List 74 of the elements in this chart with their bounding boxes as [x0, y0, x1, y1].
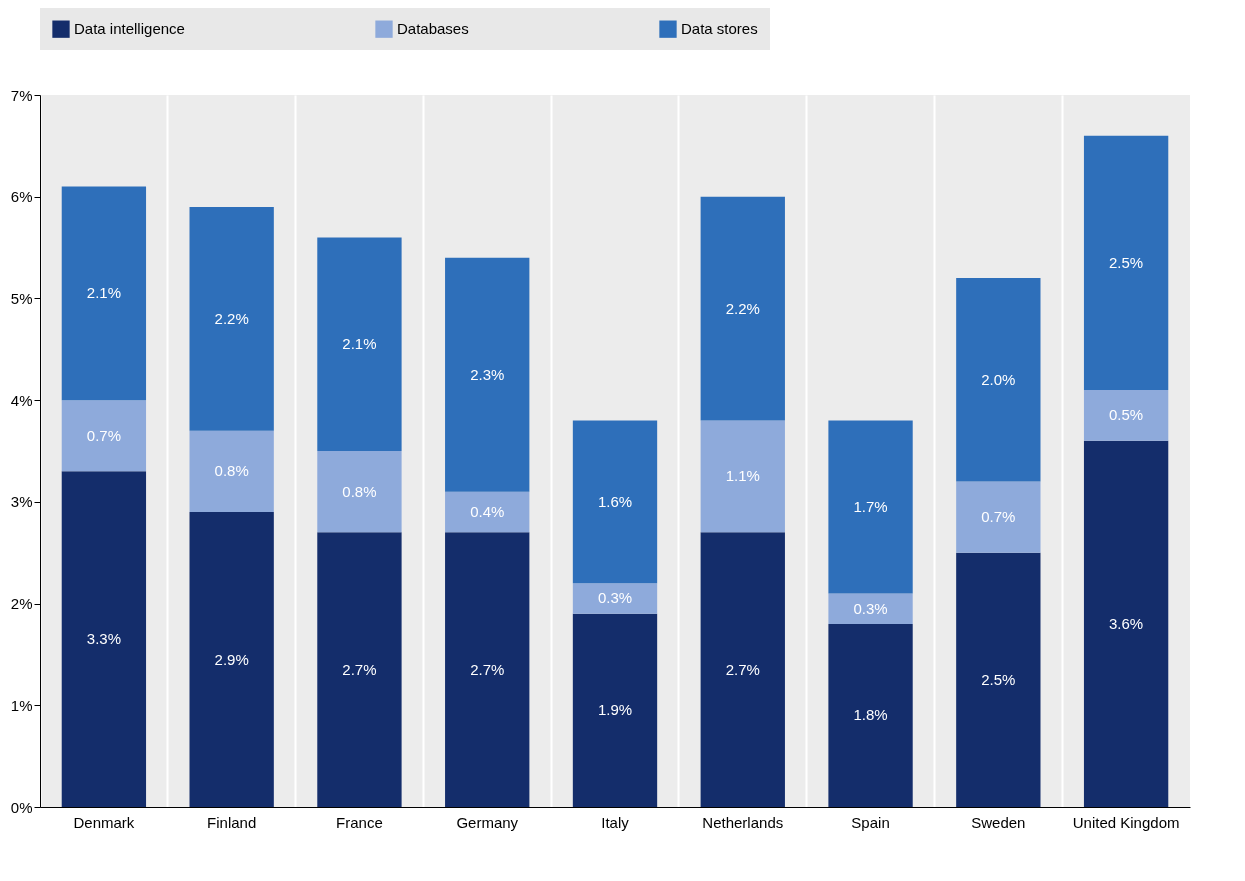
bar [61, 471, 147, 807]
x-tick-label: France [336, 813, 383, 831]
bar [445, 491, 530, 533]
legend-label: Data intelligence [74, 20, 185, 38]
data-label: 2.7% [470, 660, 505, 678]
data-label: 1.1% [725, 467, 760, 485]
bar [189, 206, 274, 431]
data-label: 0.8% [214, 462, 249, 480]
y-tick-label: 1% [10, 696, 33, 714]
x-tick-label: Sweden [971, 813, 1026, 831]
bar [317, 532, 402, 807]
x-tick-label: Denmark [73, 813, 135, 831]
data-label: 2.3% [470, 365, 505, 383]
data-label: 2.2% [214, 309, 249, 327]
bar [61, 400, 147, 472]
bar [700, 420, 785, 533]
data-label: 0.3% [597, 589, 633, 607]
data-label: 1.9% [597, 701, 633, 719]
bar [317, 451, 402, 533]
bar [828, 593, 913, 624]
data-label: 1.6% [597, 492, 633, 510]
data-label: 0.7% [86, 426, 121, 444]
data-label: 2.5% [981, 670, 1016, 688]
bar [1083, 135, 1169, 390]
data-label: 2.2% [725, 299, 760, 317]
data-label: 2.1% [86, 284, 121, 302]
bar [700, 196, 785, 421]
bar [956, 278, 1041, 482]
data-label: 0.7% [981, 508, 1016, 526]
y-tick-label: 5% [10, 289, 33, 307]
y-tick-label: 0% [10, 798, 33, 816]
x-tick-label: Germany [456, 813, 519, 831]
bar [189, 512, 274, 807]
x-tick-label: Finland [207, 813, 257, 831]
x-tick-label: United Kingdom [1072, 813, 1180, 831]
data-label: 0.4% [470, 503, 505, 521]
bar [956, 552, 1041, 807]
bar [572, 613, 658, 807]
data-label: 2.0% [981, 370, 1016, 388]
bar [61, 186, 147, 401]
data-label: 2.1% [342, 335, 377, 353]
x-tick-label: Italy [601, 813, 630, 831]
data-label: 0.5% [1109, 406, 1144, 424]
bar [956, 481, 1041, 553]
x-tick-label: Netherlands [702, 813, 784, 831]
y-tick-label: 4% [10, 391, 33, 409]
y-tick-label: 7% [10, 86, 33, 104]
data-label: 1.7% [853, 497, 888, 515]
data-label: 0.3% [853, 599, 888, 617]
y-tick-label: 2% [10, 595, 33, 613]
bar [572, 420, 658, 584]
bar [317, 237, 402, 451]
bar [572, 583, 658, 614]
data-label: 2.7% [725, 660, 760, 678]
data-label: 2.7% [342, 660, 377, 678]
bar [1083, 389, 1169, 441]
bar [189, 430, 274, 513]
bar [1083, 440, 1169, 807]
data-label: 2.9% [214, 650, 249, 668]
data-label: 3.3% [86, 630, 121, 648]
y-tick-label: 3% [10, 493, 33, 511]
bar [445, 532, 530, 807]
data-label: 2.5% [1109, 253, 1144, 271]
data-label: 3.6% [1109, 614, 1144, 632]
y-tick-label: 6% [10, 188, 33, 206]
data-label: 0.8% [342, 482, 377, 500]
bar [445, 257, 530, 492]
data-label: 1.8% [853, 706, 888, 724]
bar [700, 532, 785, 807]
x-tick-label: Spain [851, 813, 890, 831]
legend-label: Data stores [681, 20, 758, 38]
legend-label: Databases [397, 20, 469, 38]
bar [828, 623, 913, 807]
bar [828, 420, 913, 594]
